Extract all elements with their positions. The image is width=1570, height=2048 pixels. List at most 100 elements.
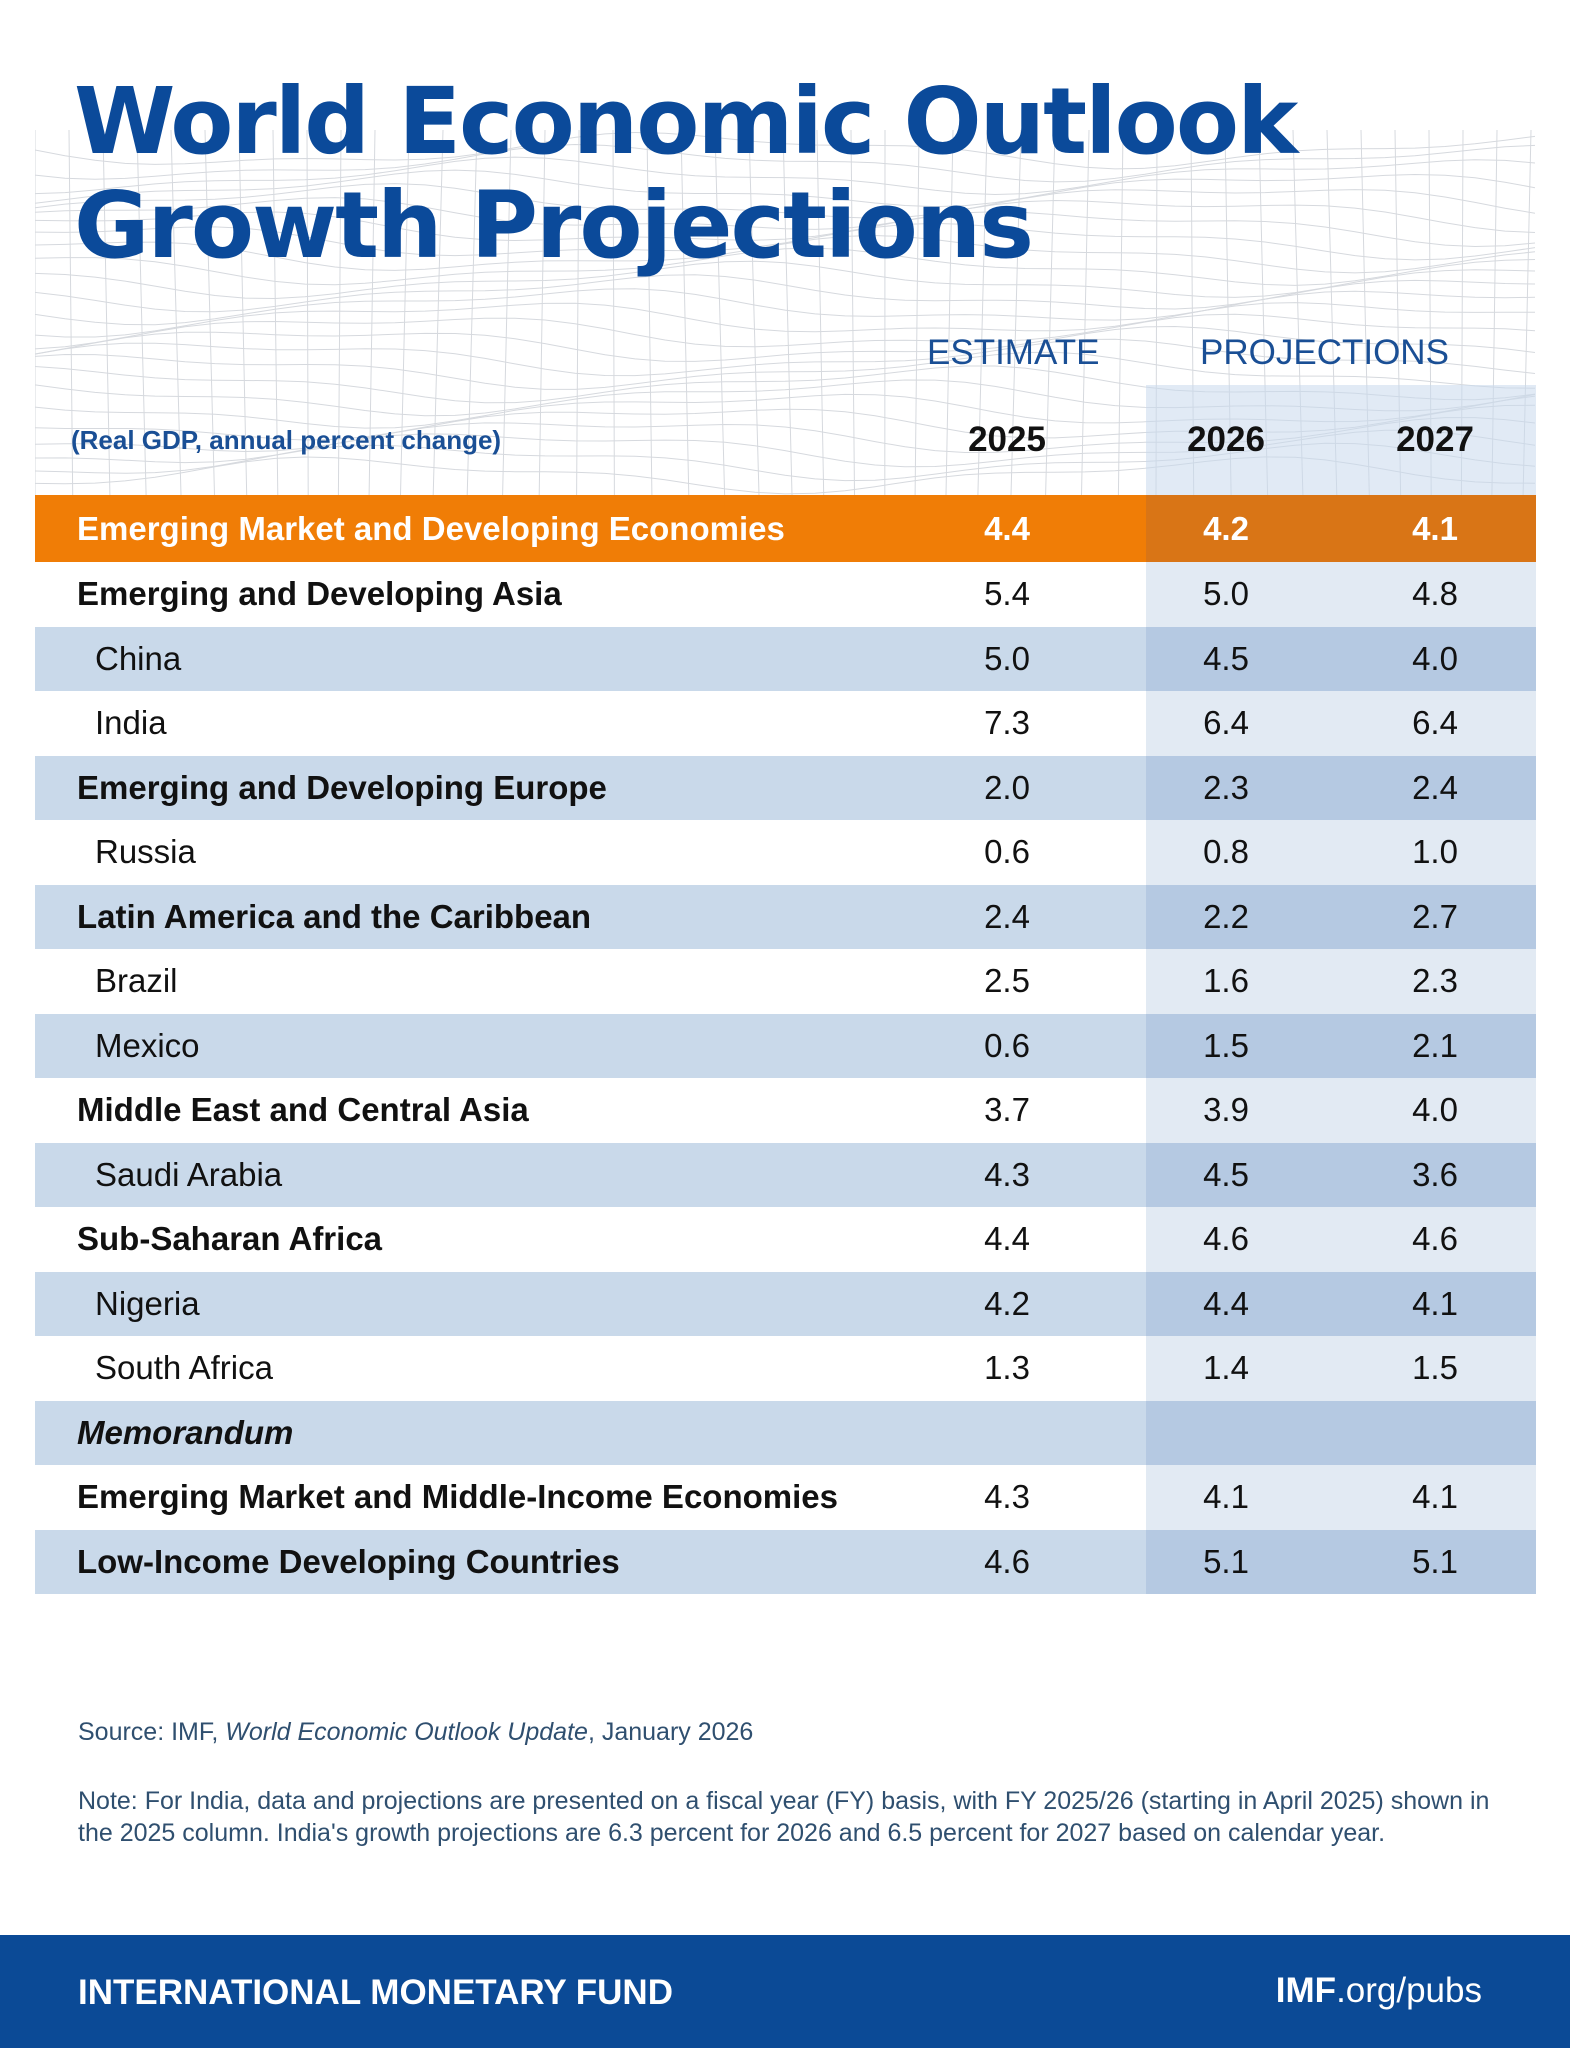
- mesh-line: [35, 131, 1535, 170]
- mesh-line: [136, 130, 147, 495]
- mesh-line: [1081, 130, 1090, 495]
- value-2025: 2.0: [984, 768, 1030, 806]
- imf-pubs-link[interactable]: IMF.org/pubs: [1276, 1971, 1482, 2011]
- value-2026: 4.5: [1203, 1155, 1249, 1193]
- mesh-line: [538, 130, 546, 495]
- mesh-line: [1010, 130, 1022, 495]
- india-fiscal-year-note: Note: For India, data and projections ar…: [78, 1787, 1490, 1847]
- row-label: Memorandum: [77, 1413, 294, 1451]
- table-row: Low-Income Developing Countries 4.6 5.1 5.1: [35, 1529, 1536, 1594]
- mesh-line: [35, 260, 1535, 300]
- value-2027: 4.1: [1412, 1478, 1458, 1516]
- mesh-line: [714, 130, 726, 495]
- value-2025: 0.6: [984, 1026, 1030, 1064]
- table-row: Brazil 2.5 1.6 2.3: [35, 949, 1536, 1014]
- mesh-line: [1045, 130, 1056, 495]
- mesh-line: [35, 222, 1535, 261]
- mesh-line: [35, 211, 1535, 248]
- source-suffix: , January 2026: [587, 1718, 754, 1746]
- projection-column-cell-bg: [1146, 495, 1536, 562]
- projection-column-cell-bg: [1146, 1013, 1536, 1078]
- row-label: South Africa: [95, 1349, 273, 1387]
- value-2026: 4.1: [1203, 1478, 1249, 1516]
- mesh-line: [238, 130, 248, 495]
- row-label: Emerging and Developing Asia: [77, 575, 562, 613]
- row-label: Saudi Arabia: [95, 1155, 283, 1193]
- value-2027: 5.1: [1412, 1542, 1458, 1580]
- mesh-line: [612, 130, 615, 495]
- table-row: Emerging Market and Middle-Income Econom…: [35, 1465, 1536, 1530]
- mesh-line: [368, 130, 376, 495]
- mesh-line: [68, 130, 74, 495]
- mesh-line: [204, 130, 215, 495]
- imf-organization-name: INTERNATIONAL MONETARY FUND: [78, 1973, 673, 2012]
- projection-column-cell-bg: [1146, 884, 1536, 949]
- row-label: China: [95, 639, 182, 677]
- projection-column-cell-bg: [1146, 820, 1536, 885]
- mesh-line: [170, 130, 182, 495]
- table-row: Sub-Saharan Africa 4.4 4.6 4.6: [35, 1207, 1536, 1272]
- value-2026: 3.9: [1203, 1091, 1249, 1129]
- value-2026: 2.2: [1203, 897, 1249, 935]
- projection-column-cell-bg: [1146, 1465, 1536, 1530]
- mesh-line: [576, 130, 580, 495]
- value-2027: 4.1: [1412, 1284, 1458, 1322]
- mesh-line: [35, 274, 1535, 313]
- table-row: Emerging and Developing Europe 2.0 2.3 2.4: [35, 755, 1536, 820]
- value-2025: 7.3: [984, 704, 1030, 742]
- value-2027: 1.0: [1412, 833, 1458, 871]
- mesh-line: [337, 130, 342, 495]
- url-bold-part: IMF: [1275, 1971, 1337, 2010]
- value-2027: 2.7: [1412, 897, 1458, 935]
- row-label: Russia: [95, 833, 196, 871]
- table-row: Middle East and Central Asia 3.7 3.9 4.0: [35, 1078, 1536, 1143]
- value-2026: 5.0: [1203, 575, 1249, 613]
- year-header-2025: 2025: [968, 420, 1046, 459]
- mesh-line: [680, 130, 690, 495]
- value-2025: 4.3: [984, 1478, 1030, 1516]
- value-2026: 5.1: [1203, 1542, 1249, 1580]
- mesh-line: [1117, 130, 1124, 495]
- row-label: Sub-Saharan Africa: [77, 1220, 383, 1258]
- projection-column-cell-bg: [1146, 1142, 1536, 1207]
- mesh-line: [35, 351, 1535, 390]
- table-row: Latin America and the Caribbean 2.4 2.2 2.7: [35, 884, 1536, 949]
- value-2025: 4.6: [984, 1542, 1030, 1580]
- value-2026: 4.5: [1203, 639, 1249, 677]
- table-row: Russia 0.6 0.8 1.0: [35, 820, 1536, 885]
- value-2025: 4.2: [984, 1284, 1030, 1322]
- projection-column-cell-bg: [1146, 1207, 1536, 1272]
- value-2025: 4.4: [984, 509, 1030, 547]
- mesh-line: [35, 325, 1535, 362]
- value-2026: 4.4: [1203, 1284, 1249, 1322]
- row-label: Emerging Market and Developing Economies: [77, 509, 785, 547]
- projection-column-cell-bg: [1146, 949, 1536, 1014]
- mesh-line: [466, 130, 478, 495]
- table-row: India 7.3 6.4 6.4: [35, 691, 1536, 756]
- value-2025: 2.5: [984, 962, 1030, 1000]
- mesh-line: [102, 130, 111, 495]
- row-label: Emerging Market and Middle-Income Econom…: [77, 1478, 838, 1516]
- mesh-line: [748, 130, 760, 495]
- row-label: Brazil: [95, 962, 178, 1000]
- row-label: India: [95, 704, 167, 742]
- value-2026: 4.2: [1203, 509, 1249, 547]
- value-2027: 2.3: [1412, 962, 1458, 1000]
- row-label: Mexico: [95, 1026, 200, 1064]
- url-rest-part: .org/pubs: [1336, 1971, 1482, 2010]
- value-2027: 2.4: [1412, 768, 1458, 806]
- mesh-line: [502, 130, 512, 495]
- projection-column-cell-bg: [1146, 691, 1536, 756]
- projection-column-cell-bg: [1146, 1078, 1536, 1143]
- projection-column-cell-bg: [1146, 1336, 1536, 1401]
- mesh-line: [432, 130, 444, 495]
- table-row: South Africa 1.3 1.4 1.5: [35, 1336, 1536, 1401]
- value-2026: 2.3: [1203, 768, 1249, 806]
- title-line-1: World Economic Outlook: [74, 68, 1298, 175]
- mesh-line: [977, 130, 988, 495]
- table-row-headline: Emerging Market and Developing Economies…: [35, 495, 1536, 562]
- projection-column-cell-bg: [1146, 1271, 1536, 1336]
- value-2025: 1.3: [984, 1349, 1030, 1387]
- value-2027: 6.4: [1412, 704, 1458, 742]
- projection-column-cell-bg: [1146, 626, 1536, 691]
